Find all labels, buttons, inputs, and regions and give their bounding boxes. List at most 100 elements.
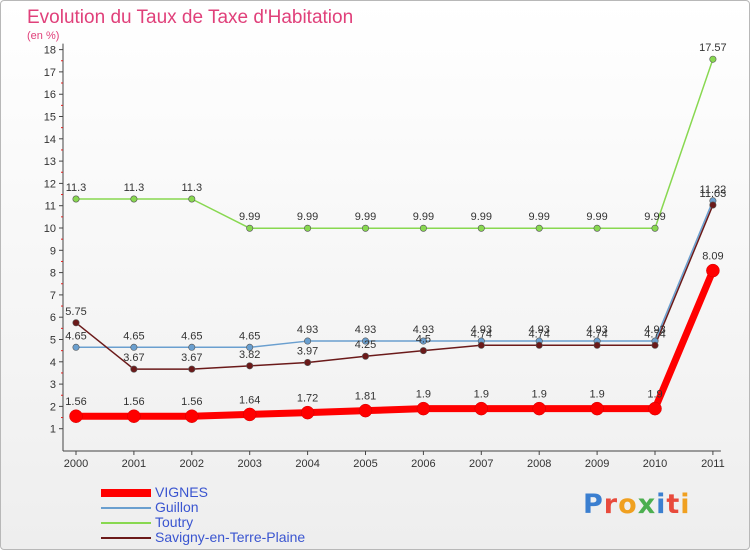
legend-label: Savigny-en-Terre-Plaine bbox=[155, 529, 306, 545]
data-label: 9.99 bbox=[471, 211, 492, 223]
x-tick-label: 2010 bbox=[643, 458, 667, 470]
y-tick-label: 8 bbox=[50, 268, 56, 280]
x-tick-label: 2006 bbox=[411, 458, 435, 470]
data-label: 4.74 bbox=[644, 328, 665, 340]
data-point bbox=[246, 362, 254, 370]
data-label: 9.99 bbox=[528, 211, 549, 223]
data-label: 1.56 bbox=[65, 396, 86, 408]
data-label: 1.9 bbox=[474, 389, 489, 401]
data-point bbox=[416, 401, 431, 416]
y-tick-label: 5 bbox=[50, 335, 56, 347]
legend-swatch bbox=[101, 485, 151, 500]
data-point bbox=[185, 409, 199, 423]
data-point bbox=[532, 401, 546, 416]
data-label: 17.57 bbox=[699, 42, 727, 54]
data-label: 3.67 bbox=[123, 352, 144, 364]
y-tick-label: 18 bbox=[44, 45, 56, 57]
data-label: 9.99 bbox=[413, 211, 434, 223]
data-label: 4.93 bbox=[471, 324, 492, 336]
y-tick-label: 1 bbox=[50, 424, 56, 436]
data-point bbox=[130, 195, 138, 203]
data-label: 4.93 bbox=[355, 324, 376, 336]
data-label: 1.9 bbox=[532, 389, 547, 401]
data-point bbox=[477, 341, 485, 349]
data-point bbox=[709, 55, 717, 63]
legend-label: Toutry bbox=[155, 514, 194, 530]
data-label: 11.3 bbox=[182, 182, 203, 194]
data-point bbox=[300, 405, 315, 420]
x-tick-label: 2001 bbox=[122, 458, 146, 470]
data-label: 4.74 bbox=[528, 328, 549, 340]
logo-letter: i bbox=[680, 489, 691, 520]
data-point bbox=[304, 358, 312, 366]
data-point bbox=[127, 409, 141, 423]
data-point bbox=[130, 365, 138, 373]
y-tick-label: 2 bbox=[50, 401, 56, 413]
data-label: 1.81 bbox=[355, 391, 376, 403]
data-point bbox=[72, 343, 80, 351]
y-tick-label: 16 bbox=[44, 89, 56, 101]
series-line-Guillon bbox=[75, 200, 714, 349]
y-tick-label: 7 bbox=[50, 290, 56, 302]
data-point bbox=[477, 224, 485, 232]
data-label: 11.3 bbox=[66, 182, 87, 194]
data-point bbox=[706, 263, 720, 278]
legend-label: VIGNES bbox=[155, 484, 208, 500]
x-tick-label: 2011 bbox=[701, 458, 725, 470]
y-tick-label: 11 bbox=[45, 201, 56, 213]
data-point bbox=[593, 341, 601, 349]
data-label: 4.74 bbox=[586, 328, 607, 340]
data-point bbox=[69, 409, 83, 423]
data-point bbox=[72, 319, 80, 327]
data-point bbox=[535, 341, 543, 349]
logo-letter: t bbox=[666, 489, 681, 520]
data-point bbox=[304, 337, 312, 345]
data-label: 9.99 bbox=[644, 211, 665, 223]
value-labels: 1.56 1.56 1.56 1.64 1.72 1.81 1.9 1.9 1.9 1.9 1.9 8… bbox=[65, 42, 726, 408]
y-tick-label: 15 bbox=[44, 112, 56, 124]
x-tick-label: 2008 bbox=[527, 458, 551, 470]
data-point bbox=[419, 337, 427, 345]
logo-letter: r bbox=[603, 489, 619, 520]
series-points bbox=[69, 55, 720, 423]
data-label: 4.65 bbox=[65, 330, 86, 342]
data-point bbox=[651, 224, 659, 232]
y-tick-label: 13 bbox=[44, 156, 56, 168]
logo-letter: i bbox=[656, 489, 667, 520]
data-label: 5.75 bbox=[65, 306, 86, 318]
data-label: 9.99 bbox=[586, 211, 607, 223]
data-label: 4.65 bbox=[239, 330, 260, 342]
logo-letter: P bbox=[583, 489, 604, 520]
data-label: 4.93 bbox=[297, 324, 318, 336]
y-tick-label: 3 bbox=[50, 379, 56, 391]
data-point bbox=[593, 224, 601, 232]
x-tick-label: 2009 bbox=[585, 458, 609, 470]
x-tick-label: 2007 bbox=[469, 458, 493, 470]
data-label: 8.09 bbox=[702, 251, 723, 263]
proxiti-logo: Proxiti bbox=[583, 489, 691, 520]
data-label: 1.9 bbox=[416, 389, 431, 401]
data-point bbox=[361, 337, 369, 345]
x-tick-label: 2003 bbox=[237, 458, 261, 470]
data-label: 11.3 bbox=[124, 182, 145, 194]
data-label: 4.5 bbox=[416, 334, 431, 346]
data-label: 1.56 bbox=[181, 396, 202, 408]
data-point bbox=[358, 403, 373, 418]
data-point bbox=[419, 224, 427, 232]
data-label: 4.93 bbox=[413, 324, 434, 336]
data-label: 3.97 bbox=[297, 345, 318, 357]
data-label: 4.93 bbox=[528, 324, 549, 336]
legend-swatch bbox=[101, 500, 151, 515]
x-tick-label: 2000 bbox=[64, 458, 88, 470]
legend-swatch bbox=[101, 530, 151, 545]
series-line-Savigny-en-Terre-Plaine bbox=[75, 204, 714, 370]
data-label: 4.93 bbox=[586, 324, 607, 336]
data-label: 1.56 bbox=[123, 396, 144, 408]
data-point bbox=[242, 407, 257, 422]
data-point bbox=[246, 343, 254, 351]
data-label: 1.72 bbox=[297, 393, 318, 405]
data-point bbox=[361, 352, 369, 360]
